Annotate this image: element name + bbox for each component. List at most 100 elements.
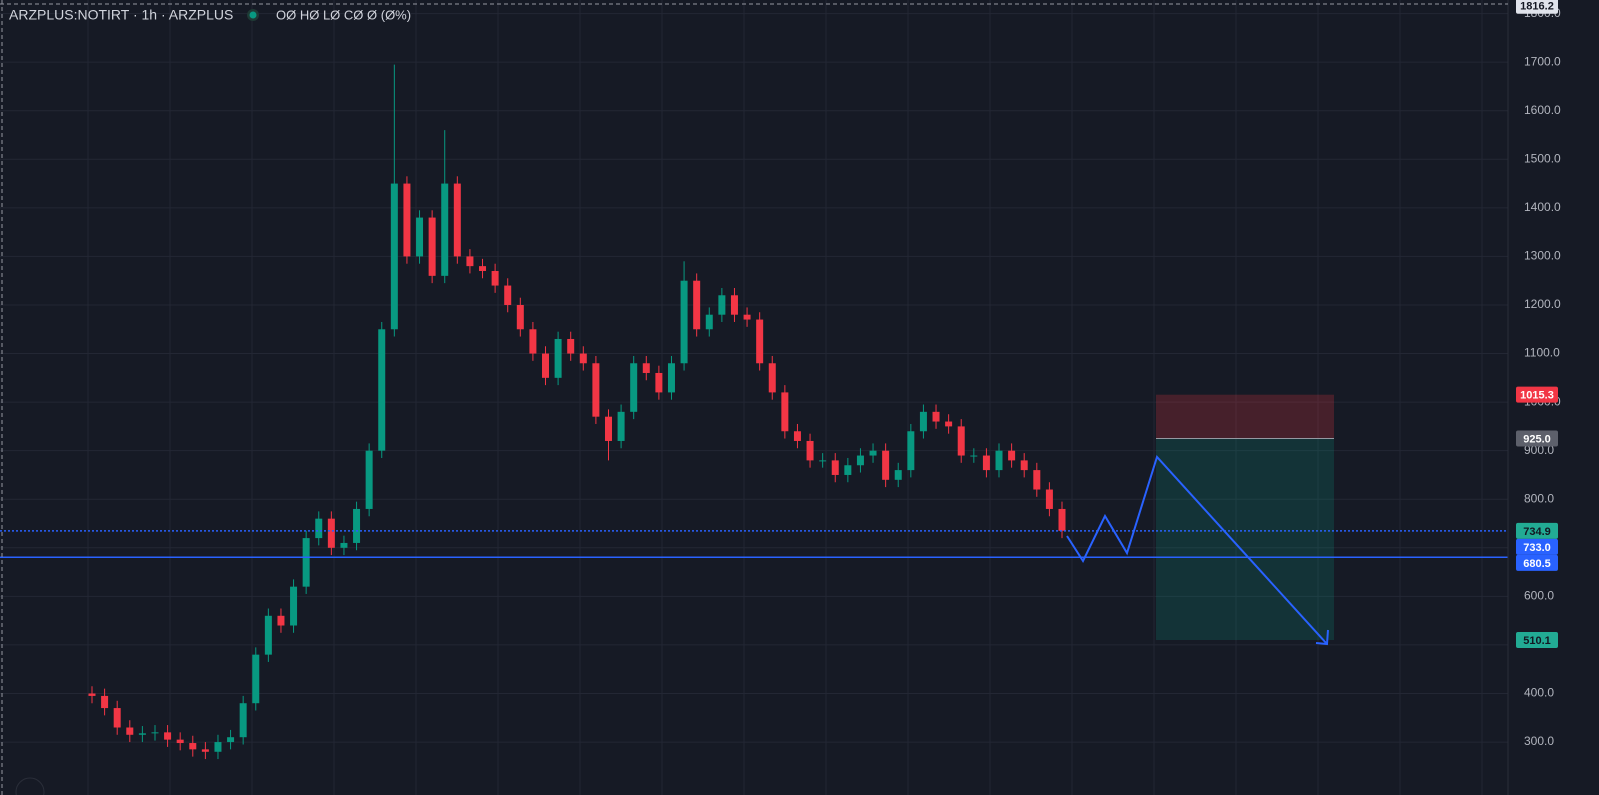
- price-tag-label: 925.0: [1523, 433, 1551, 445]
- target-zone: [1156, 438, 1334, 641]
- candle-body: [756, 319, 764, 364]
- candle-body: [466, 256, 474, 267]
- candle-body: [428, 217, 436, 276]
- candle-body: [982, 455, 990, 471]
- stop-zone: [1156, 394, 1334, 439]
- candle-body: [441, 183, 449, 276]
- candle-body: [856, 455, 864, 466]
- candle-body: [844, 465, 852, 475]
- candle-body: [693, 280, 701, 330]
- candle-body: [995, 450, 1003, 471]
- vertical-grid: [87, 0, 1483, 795]
- y-tick-label: 1200.0: [1524, 297, 1561, 311]
- horizontal-grid: [0, 13, 1508, 743]
- candle-body: [239, 703, 247, 738]
- candle-body: [680, 280, 688, 364]
- price-tag-label: 510.1: [1523, 635, 1551, 647]
- candle-body: [315, 518, 323, 539]
- candle-body: [290, 586, 298, 626]
- y-tick-label: 1700.0: [1524, 54, 1561, 68]
- candle-body: [516, 304, 524, 330]
- candle-body: [252, 654, 260, 704]
- candle-body: [957, 426, 965, 456]
- candle-body: [730, 295, 738, 315]
- candle-body: [592, 363, 600, 417]
- position-box: [1156, 394, 1334, 641]
- candle-body: [164, 732, 172, 740]
- price-tag-label: 680.5: [1523, 558, 1551, 570]
- candle-body: [869, 450, 877, 456]
- y-tick-label: 1500.0: [1524, 151, 1561, 165]
- candle-body: [151, 732, 159, 734]
- price-tag: [1516, 430, 1558, 447]
- projection-path: [1066, 455, 1328, 645]
- status-dot: [249, 11, 257, 19]
- candle-body: [970, 455, 978, 457]
- price-tag: [1516, 386, 1558, 403]
- y-tick-label: 300.0: [1524, 734, 1554, 748]
- candle-body: [277, 615, 285, 626]
- candle-body: [302, 538, 310, 587]
- candle-body: [1020, 460, 1028, 471]
- candle-body: [655, 372, 663, 393]
- candle-body: [340, 542, 348, 548]
- price-tag: [1516, 632, 1558, 649]
- candle-body: [403, 183, 411, 257]
- price-tag: [1516, 0, 1558, 14]
- candle-body: [932, 411, 940, 422]
- candle-body: [642, 363, 650, 373]
- candle-body: [630, 363, 638, 412]
- candle-body: [567, 338, 575, 354]
- candle-body: [264, 615, 272, 655]
- candle-body: [138, 733, 146, 735]
- candle-body: [201, 749, 209, 752]
- candle-body: [894, 470, 902, 480]
- y-tick-label: 1600.0: [1524, 103, 1561, 117]
- candle-body: [579, 353, 587, 364]
- price-tag-label: 734.9: [1523, 526, 1551, 538]
- candle-body: [491, 270, 499, 286]
- candle-body: [88, 693, 96, 696]
- candle-body: [604, 416, 612, 441]
- y-tick-label: 400.0: [1524, 686, 1554, 700]
- price-tag-label: 733.0: [1523, 542, 1551, 554]
- candle-body: [378, 329, 386, 451]
- candle-body: [718, 295, 726, 315]
- y-tick-label: 600.0: [1524, 589, 1554, 603]
- candle-body: [743, 314, 751, 320]
- candle-body: [907, 431, 915, 471]
- candle-body: [1058, 508, 1066, 531]
- candle-body: [327, 518, 335, 548]
- candle-body: [479, 266, 487, 271]
- y-tick-label: 800.0: [1524, 491, 1554, 505]
- candle-body: [101, 695, 109, 709]
- candle-body: [390, 183, 398, 330]
- candle-body: [1033, 470, 1041, 490]
- candle-body: [529, 329, 537, 354]
- candle-body: [617, 411, 625, 441]
- candle-body: [416, 217, 424, 257]
- candle-body: [705, 314, 713, 330]
- candle-body: [453, 183, 461, 257]
- candle-body: [227, 737, 235, 743]
- candle-body: [113, 708, 121, 728]
- candle-body: [176, 739, 184, 744]
- candle-body: [831, 460, 839, 475]
- arrow-head: [1315, 629, 1329, 646]
- y-tick-label: 1100.0: [1524, 346, 1560, 360]
- price-lines: [0, 530, 1508, 559]
- candle-body: [768, 363, 776, 393]
- candle-body: [554, 338, 562, 378]
- ohlc-legend: OØ HØ LØ CØ Ø (Ø%): [276, 7, 411, 22]
- price-tag-label: 1015.3: [1520, 390, 1554, 402]
- price-tags: 1816.2 1015.3 925.0 734.9 733.0 680.5 510.1: [1516, 0, 1558, 649]
- candle-body: [353, 508, 361, 543]
- candle-body: [126, 727, 134, 735]
- price-tag-label: 1816.2: [1520, 1, 1554, 13]
- price-tag: [1516, 538, 1558, 555]
- logo-circle[interactable]: [15, 777, 45, 795]
- candle-body: [819, 460, 827, 462]
- y-tick-label: 1400.0: [1524, 200, 1561, 214]
- candle-body: [919, 411, 927, 432]
